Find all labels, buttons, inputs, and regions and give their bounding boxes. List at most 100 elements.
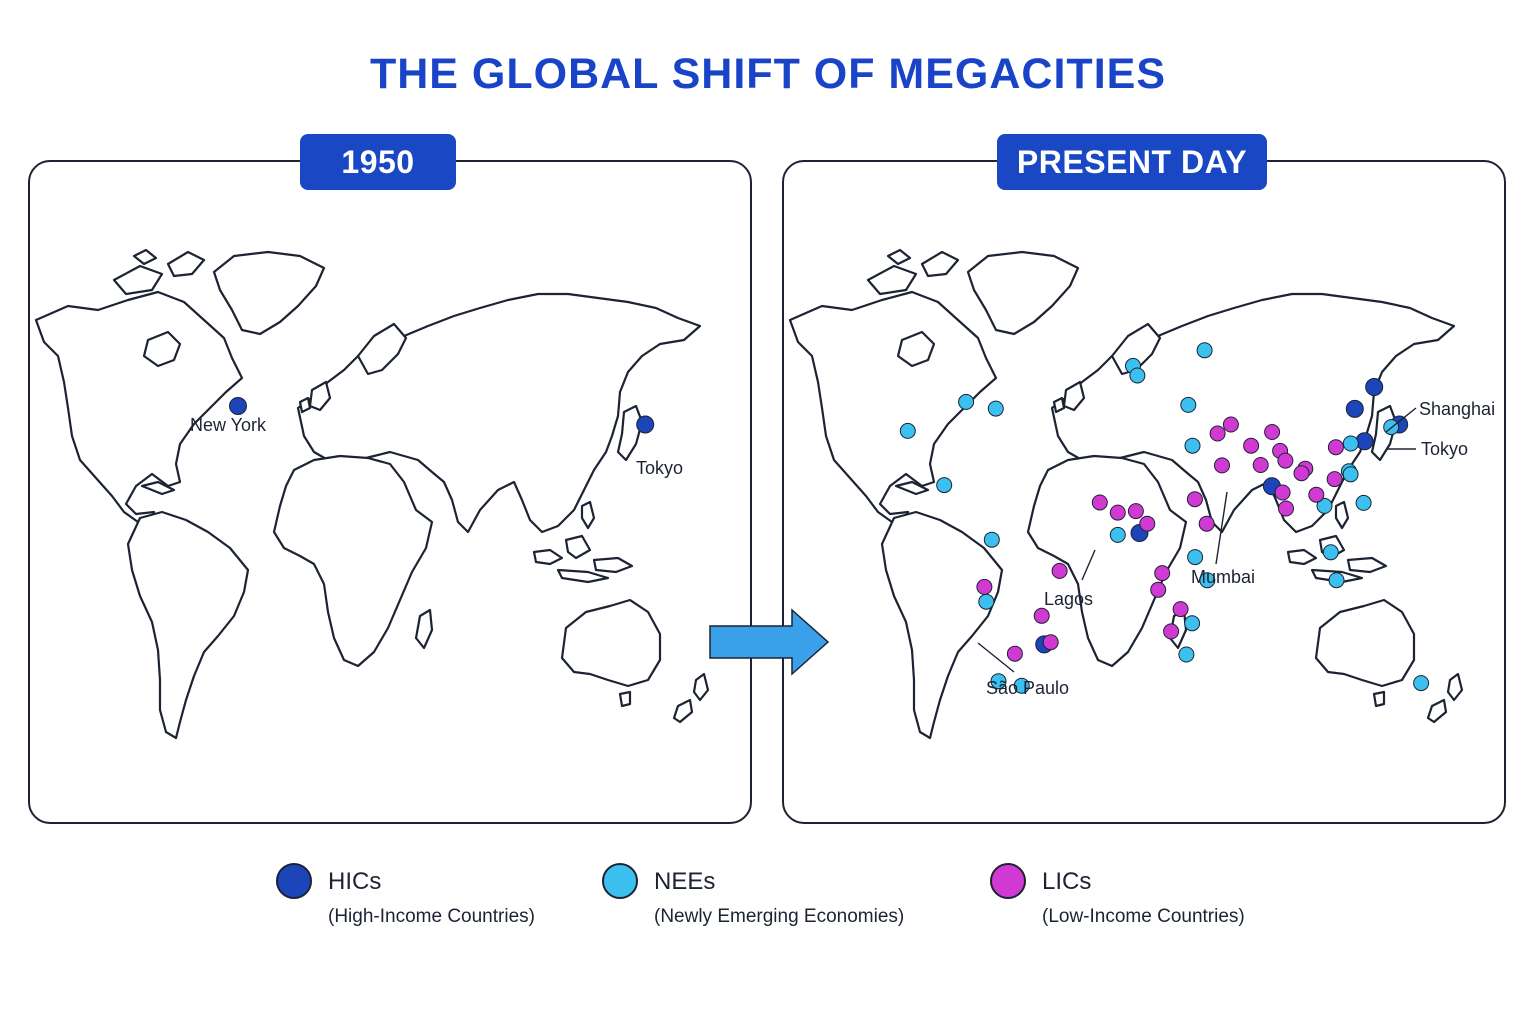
city-marker-lic-41 bbox=[1274, 484, 1291, 501]
landmass-greenland bbox=[966, 250, 1080, 336]
city-marker-lic-40 bbox=[1278, 500, 1294, 517]
city-label-tokyo-present: Tokyo bbox=[1421, 439, 1468, 459]
city-marker-nee-28 bbox=[1342, 466, 1359, 483]
city-label-mumbai: Mumbai bbox=[1191, 567, 1255, 587]
panel-tag-present-day: PRESENT DAY bbox=[997, 134, 1267, 190]
city-marker-nee-26 bbox=[1342, 435, 1359, 452]
city-marker-lic-62 bbox=[1042, 634, 1059, 651]
city-marker-nee-18 bbox=[1180, 396, 1197, 413]
city-marker-lic-52 bbox=[1109, 504, 1126, 521]
city-marker-lic-42 bbox=[1308, 486, 1325, 503]
city-marker-hic-2 bbox=[1345, 399, 1364, 418]
landmass-africa bbox=[272, 454, 434, 668]
landmass-new-zealand bbox=[672, 672, 710, 724]
right-arrow-icon bbox=[709, 608, 830, 676]
city-marker-lic-34 bbox=[1222, 416, 1239, 433]
city-marker-lic-51 bbox=[1091, 494, 1108, 511]
landmass-british-isles bbox=[1052, 380, 1086, 414]
landmass-cuba bbox=[140, 480, 176, 496]
landmass-canada-islands bbox=[112, 248, 206, 296]
landmass-philippines bbox=[580, 500, 596, 530]
landmass-north-america bbox=[34, 290, 244, 524]
city-marker-nee-19 bbox=[1184, 437, 1201, 454]
city-marker-nee-31 bbox=[1322, 544, 1339, 561]
land-layer bbox=[34, 248, 710, 740]
city-layer bbox=[229, 397, 655, 434]
city-marker-lic-46 bbox=[1264, 424, 1281, 440]
city-marker-nee-13 bbox=[990, 673, 1007, 690]
city-marker-hic-3 bbox=[1365, 378, 1384, 396]
label-layer: New York Tokyo bbox=[190, 415, 683, 478]
city-marker-nee-15 bbox=[1196, 342, 1213, 359]
landmass-hudson-bay bbox=[142, 330, 182, 368]
city-marker-nee-24 bbox=[1109, 526, 1126, 543]
city-marker-new-york bbox=[229, 397, 247, 415]
landmass-canada-islands bbox=[866, 248, 960, 296]
city-marker-lic-45 bbox=[1277, 452, 1294, 469]
landmass-hudson-bay bbox=[896, 330, 936, 368]
city-marker-lic-48 bbox=[1214, 457, 1230, 474]
panel-tag-1950: 1950 bbox=[300, 134, 456, 190]
city-marker-nee-20 bbox=[1187, 549, 1204, 566]
city-marker-nee-12 bbox=[978, 593, 995, 610]
world-map-present-day: Shanghai Tokyo Mumbai Lagos São Paulo bbox=[788, 248, 1495, 740]
label-layer: Shanghai Tokyo Mumbai Lagos São Paulo bbox=[977, 399, 1495, 698]
landmass-indonesia bbox=[532, 534, 634, 584]
legend-dot-hic bbox=[276, 863, 312, 899]
city-marker-nee-7 bbox=[899, 422, 916, 439]
landmass-south-america bbox=[126, 510, 250, 740]
city-marker-nee-30 bbox=[1355, 494, 1372, 511]
city-label-shanghai: Shanghai bbox=[1419, 399, 1495, 419]
city-marker-nee-17 bbox=[1129, 367, 1146, 384]
city-marker-lic-37 bbox=[1252, 457, 1269, 473]
landmass-tasmania bbox=[618, 690, 632, 708]
city-marker-nee-14 bbox=[1013, 677, 1030, 694]
city-marker-lic-59 bbox=[1033, 607, 1050, 624]
leader-line-lagos bbox=[1081, 549, 1096, 581]
landmass-new-zealand bbox=[1426, 672, 1464, 724]
landmass-cuba bbox=[894, 480, 930, 496]
legend-label-nees: NEEs bbox=[654, 868, 716, 895]
legend-label-hics: HICs bbox=[328, 868, 382, 895]
landmass-south-america bbox=[880, 510, 1004, 740]
landmass-north-america bbox=[788, 290, 998, 524]
city-marker-tokyo bbox=[636, 415, 655, 434]
city-marker-nee-33 bbox=[1413, 675, 1430, 692]
city-marker-lic-60 bbox=[1051, 562, 1068, 579]
legend-desc-nees: (Newly Emerging Economies) bbox=[654, 906, 905, 927]
city-marker-lic-39 bbox=[1293, 465, 1310, 482]
city-marker-lic-54 bbox=[1139, 515, 1156, 532]
city-label-new-york: New York bbox=[190, 415, 267, 435]
legend-dot-lic bbox=[990, 863, 1026, 899]
city-marker-lic-55 bbox=[1154, 565, 1171, 582]
city-marker-nee-32 bbox=[1328, 572, 1345, 589]
city-marker-lic-35 bbox=[1243, 437, 1260, 454]
legend-dot-nee bbox=[602, 863, 638, 899]
city-marker-lic-47 bbox=[1209, 425, 1226, 442]
city-marker-lic-49 bbox=[1186, 491, 1203, 508]
landmass-philippines bbox=[1334, 500, 1350, 530]
leader-line-mumbai bbox=[1215, 491, 1228, 565]
landmass-greenland bbox=[212, 250, 326, 336]
landmass-australia bbox=[560, 598, 662, 688]
landmass-africa bbox=[1026, 454, 1188, 668]
land-layer bbox=[788, 248, 1464, 740]
city-marker-nee-10 bbox=[936, 477, 953, 494]
city-marker-nee-11 bbox=[983, 531, 1000, 548]
city-marker-lic-58 bbox=[1163, 623, 1180, 640]
leader-line-shanghai bbox=[1385, 407, 1417, 433]
city-marker-lic-63 bbox=[1006, 645, 1023, 662]
city-marker-lic-57 bbox=[1172, 601, 1189, 618]
landmass-japan bbox=[616, 404, 644, 462]
landmass-scandinavia bbox=[356, 322, 408, 376]
landmass-australia bbox=[1314, 598, 1416, 688]
landmass-madagascar bbox=[414, 608, 434, 650]
landmass-tasmania bbox=[1372, 690, 1386, 708]
city-marker-lic-44 bbox=[1327, 439, 1344, 456]
landmass-scandinavia bbox=[1110, 322, 1162, 376]
city-marker-lic-53 bbox=[1127, 503, 1144, 520]
legend-desc-lics: (Low-Income Countries) bbox=[1042, 906, 1245, 927]
city-marker-lic-43 bbox=[1326, 471, 1343, 488]
world-map-1950: New York Tokyo bbox=[34, 248, 710, 740]
city-marker-nee-9 bbox=[987, 400, 1004, 417]
